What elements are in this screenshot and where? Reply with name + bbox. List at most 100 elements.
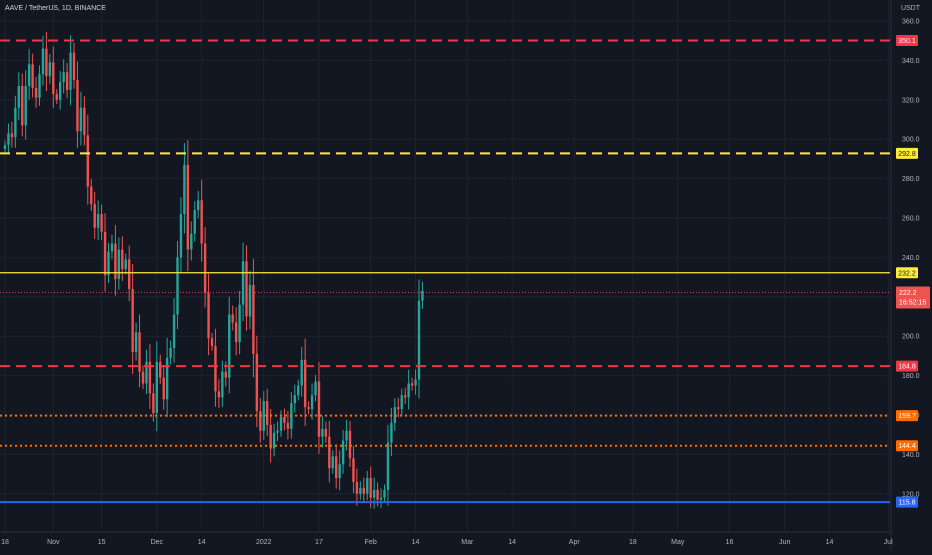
candle-body [352,458,355,482]
candle-body [297,385,300,396]
candle-body [252,284,255,354]
candle-body [200,200,203,244]
candle-body [90,186,93,205]
candle-body [400,395,403,410]
candle-body [324,428,328,437]
candle-body [355,481,359,494]
candle-body [10,133,14,138]
y-tick-label: 260.0 [902,216,920,223]
candle-body [217,391,221,398]
candle-body [207,292,210,339]
level-price-label: 144.4 [898,443,916,450]
candle-body [121,249,124,270]
candle-body [134,332,138,352]
candle-body [369,478,372,498]
candle-body [183,164,186,215]
y-tick-label: 320.0 [902,97,920,104]
candle-body [366,478,369,494]
candle-body [379,497,383,500]
candle-body [124,259,127,270]
x-tick-label: Apr [569,539,581,546]
candle-body [179,214,183,258]
y-tick-label: 340.0 [902,58,920,65]
candle-body [407,383,410,398]
candle-body [162,377,165,400]
candle-body [86,135,89,187]
candle-body [421,290,424,301]
candle-body [141,371,145,384]
candle-body [238,304,241,343]
y-tick-label: 120.0 [902,491,920,498]
candle-body [359,487,362,494]
candle-body [310,395,314,410]
candle-body [172,314,176,349]
y-tick-label: 140.0 [902,452,920,459]
candle-body [245,261,248,317]
symbol-title: AAVE / TetherUS, 1D, BINANCE [5,5,106,12]
candle-body [362,487,365,494]
candle-body [186,164,190,250]
candle-body [93,204,96,228]
candle-body [255,353,259,412]
candle-body [131,288,134,352]
horizontal-levels[interactable]: 350.1 292.8 232.2 184.8 159.7 144.4 115.8 [0,35,918,508]
x-tick-label: 14 [198,539,206,546]
candle-body [293,395,296,404]
candle-body [7,133,10,146]
candle-body [107,251,110,276]
candle-body [27,64,31,87]
candle-body [117,249,121,280]
candle-body [234,322,238,343]
candle-body [72,52,76,81]
candle-body [321,428,324,437]
candle-body [341,440,345,465]
last-price-tag [896,286,930,309]
x-tick-label: Dec [151,539,164,546]
candle-body [224,371,227,378]
level-price-label: 292.8 [898,151,916,158]
y-tick-label: 300.0 [902,137,920,144]
candle-body [314,381,317,396]
candle-body [331,456,334,469]
candle-body [190,233,193,250]
y-tick-label: 280.0 [902,176,920,183]
candle-body [317,381,321,437]
x-tick-label: 16 [726,539,734,546]
candle-body [269,424,272,449]
candle-body [390,422,393,443]
x-tick-label: 17 [315,539,323,546]
candle-body [100,214,103,232]
candle-body [169,348,172,358]
candle-body [24,86,27,126]
candle-body [114,243,117,280]
x-tick-label: Jun [779,539,790,546]
currency-label: USDT [900,5,920,12]
level-price-tag [896,147,918,159]
candle-body [193,210,196,234]
candle-body [214,346,217,392]
candles [3,31,424,509]
level-price-tag [896,267,918,279]
candle-body [345,430,348,441]
candle-body [414,379,417,386]
candle-body [155,361,158,414]
candle-body [376,489,379,500]
level-price-label: 184.8 [898,364,916,371]
candle-body [96,214,100,228]
x-tick-label: 14 [412,539,420,546]
candle-body [303,359,307,408]
candle-body [62,72,65,83]
x-tick-label: 2022 [256,539,272,546]
x-tick-label: 15 [98,539,106,546]
candle-body [266,401,269,425]
y-tick-label: 360.0 [902,19,920,26]
level-price-tag [896,440,918,452]
candle-body [145,361,148,384]
last-price-label: 222.2 [899,290,917,297]
candle-body [404,395,407,398]
candle-body [159,361,162,378]
candle-body [276,430,279,433]
candle-body [152,393,155,414]
